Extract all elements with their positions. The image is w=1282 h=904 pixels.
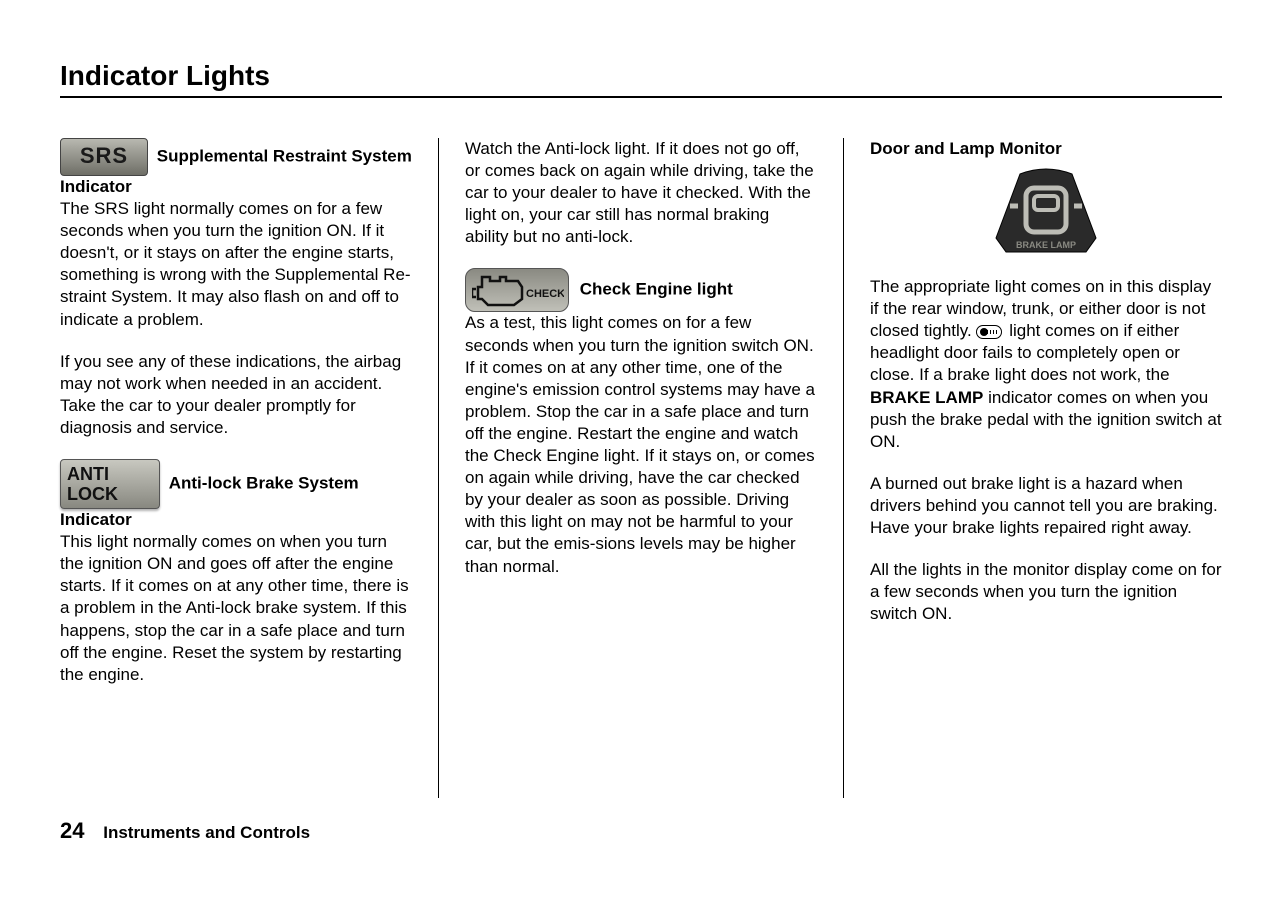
door-paragraph-1: The appropriate light comes on in this d…: [870, 276, 1222, 453]
abs-paragraph-2: Watch the Anti-lock light. If it does no…: [465, 138, 817, 248]
page-number: 24: [60, 818, 84, 843]
column-2: Watch the Anti-lock light. If it does no…: [439, 138, 843, 798]
section-name: Instruments and Controls: [103, 823, 310, 842]
check-paragraph-1: As a test, this light comes on for a few…: [465, 313, 815, 575]
door-paragraph-2: A burned out brake light is a hazard whe…: [870, 473, 1222, 539]
door-paragraph-3: All the lights in the monitor display co…: [870, 559, 1222, 625]
abs-section: ANTI LOCK Anti-lock Brake System Indicat…: [60, 459, 412, 686]
antilock-icon-line2: LOCK: [67, 484, 118, 504]
antilock-icon-line1: ANTI: [67, 464, 109, 484]
check-heading: Check Engine light: [580, 280, 733, 299]
content-columns: Supplemental Restraint System Indicator …: [60, 138, 1222, 798]
headlight-door-icon: [976, 325, 1002, 339]
srs-section: Supplemental Restraint System Indicator …: [60, 138, 412, 331]
column-3: Door and Lamp Monitor BRAKE LAMP The app…: [844, 138, 1222, 798]
abs-paragraph-1: This light normally comes on when you tu…: [60, 532, 409, 684]
brake-lamp-label: BRAKE LAMP: [870, 388, 983, 407]
svg-text:BRAKE LAMP: BRAKE LAMP: [1016, 240, 1076, 250]
check-section: CHECK Check Engine light As a test, this…: [465, 268, 817, 577]
srs-paragraph-1: The SRS light normally comes on for a fe…: [60, 199, 411, 328]
door-heading: Door and Lamp Monitor: [870, 138, 1222, 160]
antilock-icon: ANTI LOCK: [60, 459, 160, 509]
page-title: Indicator Lights: [60, 60, 1222, 98]
svg-text:CHECK: CHECK: [526, 288, 564, 300]
srs-icon: [60, 138, 148, 176]
door-lamp-monitor-icon: BRAKE LAMP: [986, 166, 1106, 262]
srs-paragraph-2: If you see any of these indications, the…: [60, 351, 412, 439]
column-1: Supplemental Restraint System Indicator …: [60, 138, 438, 798]
check-engine-icon: CHECK: [465, 268, 569, 312]
page-footer: 24 Instruments and Controls: [60, 818, 310, 844]
